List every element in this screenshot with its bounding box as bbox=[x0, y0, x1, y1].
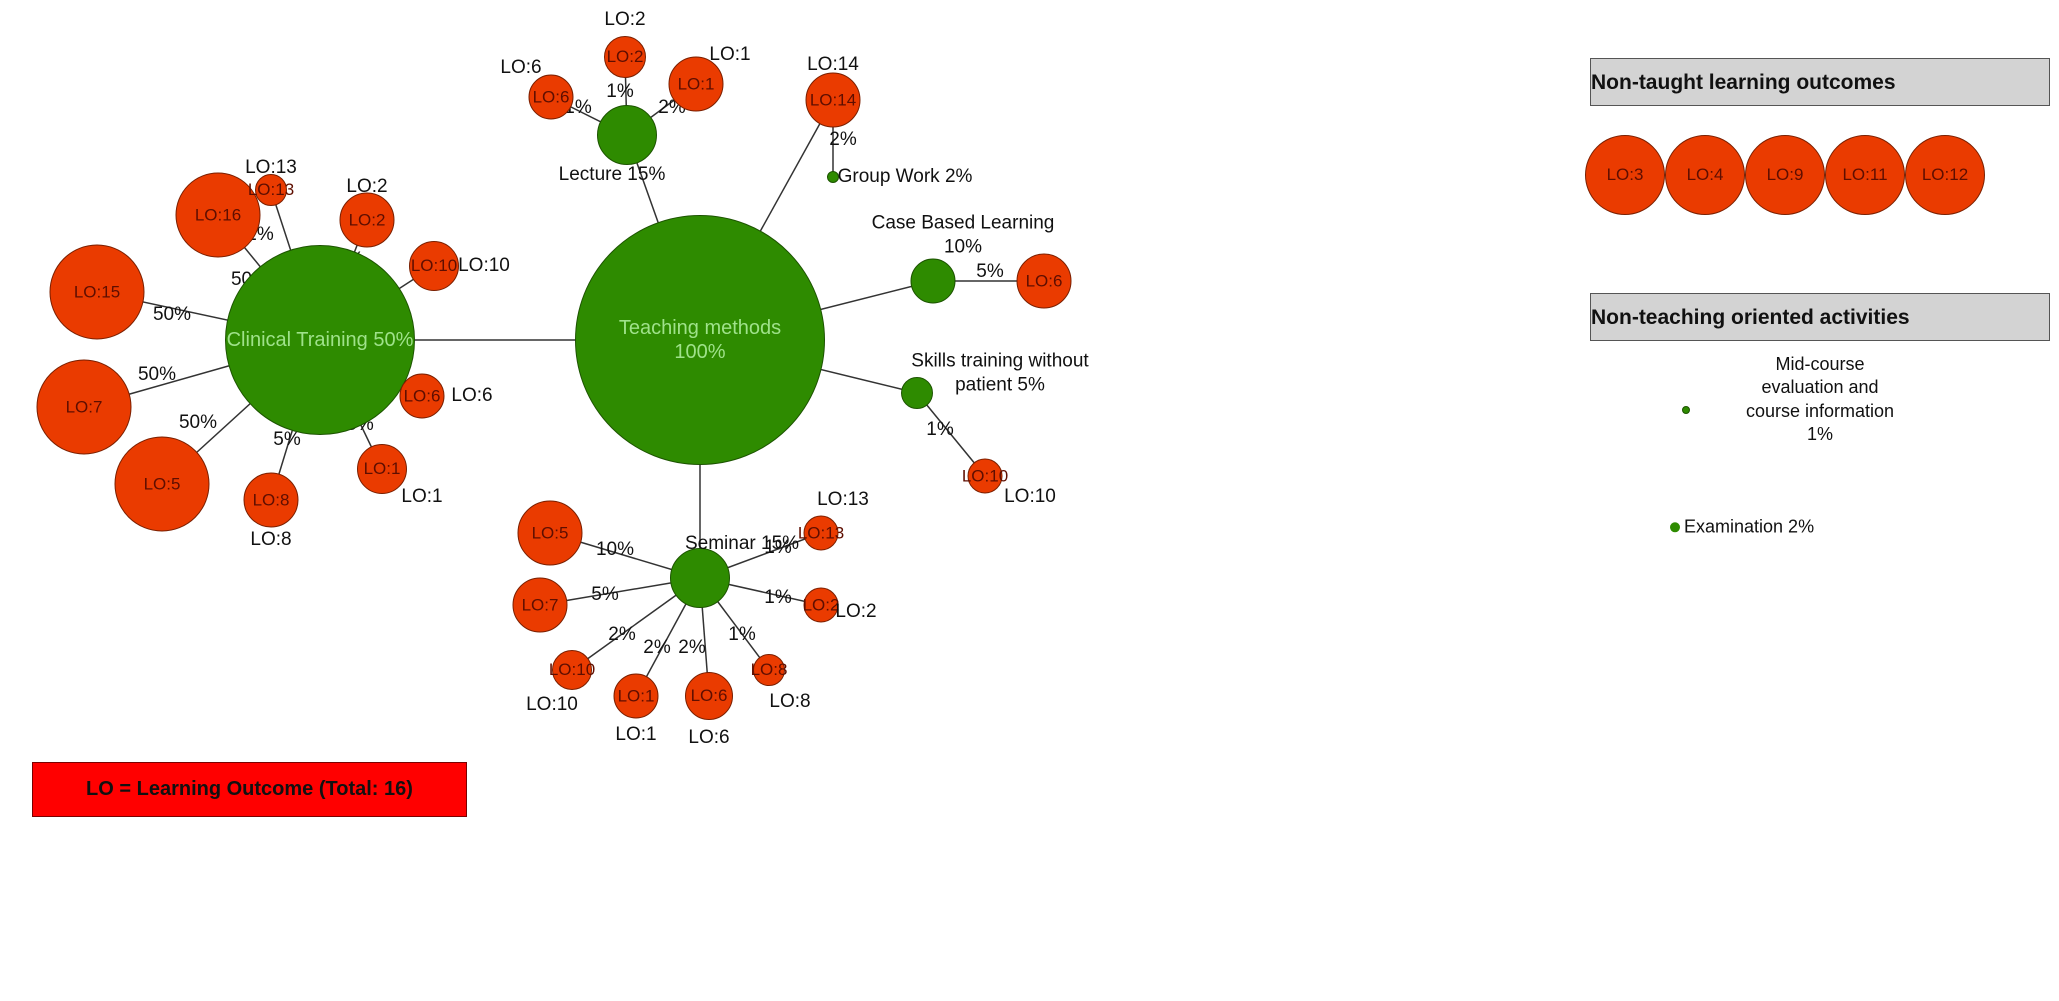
edge-label-lo5-sem: 10% bbox=[596, 539, 634, 561]
lo-node-2-seminar[interactable]: LO:2 bbox=[804, 588, 839, 623]
lo-node-10-seminar[interactable]: LO:10 bbox=[552, 650, 592, 690]
edge-label-lo2-sem: 1% bbox=[764, 587, 791, 609]
edge-label-lo14: 2% bbox=[829, 129, 856, 151]
lo-node-4-nontaught[interactable]: LO:4 bbox=[1665, 135, 1745, 215]
lo-node-1-seminar[interactable]: LO:1 bbox=[614, 674, 659, 719]
edge-label-lo10-skills: 1% bbox=[926, 419, 953, 441]
node-lecture[interactable] bbox=[597, 105, 657, 165]
edge-label-lo6-cbl: 5% bbox=[976, 261, 1003, 283]
lo-node-6-seminar[interactable]: LO:6 bbox=[685, 672, 733, 720]
examination-dot[interactable] bbox=[1670, 523, 1680, 533]
legend-text: LO = Learning Outcome (Total: 16) bbox=[86, 778, 413, 801]
lo-label-8-clinical: LO:8 bbox=[250, 529, 291, 551]
lo-label-6-lecture: LO:6 bbox=[500, 57, 541, 79]
node-cbl[interactable] bbox=[911, 259, 956, 304]
edge-label-lo7-sem: 5% bbox=[591, 584, 618, 606]
lo-node-6-clinical[interactable]: LO:6 bbox=[400, 374, 445, 419]
node-skills-training[interactable] bbox=[901, 377, 933, 409]
panel-non-taught-title: Non-taught learning outcomes bbox=[1591, 71, 1896, 94]
clinical-training-label: Clinical Training 50% bbox=[227, 328, 414, 352]
edge-label-lo2-lec: 1% bbox=[606, 81, 633, 103]
lo-label-10-skills: LO:10 bbox=[1004, 486, 1056, 508]
lo-node-1-lecture[interactable]: LO:1 bbox=[669, 57, 724, 112]
lo-node-2-clinical[interactable]: LO:2 bbox=[340, 193, 395, 248]
lo-label-6-clinical: LO:6 bbox=[451, 385, 492, 407]
lo-node-9-nontaught[interactable]: LO:9 bbox=[1745, 135, 1825, 215]
node-group-work[interactable] bbox=[827, 171, 839, 183]
midcourse-eval-label: Mid-course evaluation and course informa… bbox=[1690, 353, 1950, 447]
lo-label-2-lecture: LO:2 bbox=[604, 9, 645, 31]
node-midcourse-dot[interactable] bbox=[1682, 406, 1690, 414]
lo-node-6-lecture[interactable]: LO:6 bbox=[529, 75, 574, 120]
lo-label-10-seminar: LO:10 bbox=[526, 694, 578, 716]
panel-non-teaching-title: Non-teaching oriented activities bbox=[1591, 306, 1910, 329]
panel-non-teaching-box: Non-teaching oriented activities bbox=[1590, 293, 2050, 341]
examination-label: Examination 2% bbox=[1670, 515, 1970, 538]
legend-box: LO = Learning Outcome (Total: 16) bbox=[32, 762, 467, 817]
lo-label-10-clinical: LO:10 bbox=[458, 255, 510, 277]
edge-label-lo15: 50% bbox=[153, 304, 191, 326]
lo-node-5-seminar[interactable]: LO:5 bbox=[518, 501, 583, 566]
panel-non-taught-box: Non-taught learning outcomes bbox=[1590, 58, 2050, 106]
lo-node-12-nontaught[interactable]: LO:12 bbox=[1905, 135, 1985, 215]
lo-label-8-seminar: LO:8 bbox=[769, 691, 810, 713]
lo-node-5-clinical[interactable]: LO:5 bbox=[115, 437, 210, 532]
lo-label-1-clinical: LO:1 bbox=[401, 486, 442, 508]
edge-label-lo10-sem: 2% bbox=[608, 624, 635, 646]
lo-label-1-seminar: LO:1 bbox=[615, 724, 656, 746]
lo-node-7-clinical[interactable]: LO:7 bbox=[37, 360, 132, 455]
lo-node-10-skills[interactable]: LO:10 bbox=[968, 459, 1003, 494]
lo-node-13-seminar[interactable]: LO:13 bbox=[804, 516, 839, 551]
group-work-label: Group Work 2% bbox=[838, 166, 973, 188]
edge-label-lo8-sem: 1% bbox=[728, 624, 755, 646]
lo-node-8-seminar[interactable]: LO:8 bbox=[753, 654, 785, 686]
lo-node-7-seminar[interactable]: LO:7 bbox=[513, 578, 568, 633]
node-clinical-training[interactable]: Clinical Training 50% bbox=[225, 245, 415, 435]
cbl-label: Case Based Learning 10% bbox=[868, 211, 1058, 259]
lo-node-1-clinical[interactable]: LO:1 bbox=[357, 444, 407, 494]
lo-node-13-top[interactable]: LO:13 bbox=[255, 174, 287, 206]
lo-node-14-groupwork[interactable]: LO:14 bbox=[806, 73, 861, 128]
node-seminar[interactable] bbox=[670, 548, 730, 608]
lo-node-2-lecture[interactable]: LO:2 bbox=[604, 36, 646, 78]
teaching-methods-label1: Teaching methods bbox=[619, 316, 781, 340]
lo-node-15-clinical[interactable]: LO:15 bbox=[50, 245, 145, 340]
lo-node-8-clinical[interactable]: LO:8 bbox=[244, 473, 299, 528]
edge-label-lo13-sem: 1% bbox=[764, 537, 791, 559]
lo-label-1-lecture: LO:1 bbox=[709, 44, 750, 66]
lo-node-11-nontaught[interactable]: LO:11 bbox=[1825, 135, 1905, 215]
edge-label-lo7: 50% bbox=[138, 364, 176, 386]
edge-label-lo5: 50% bbox=[179, 412, 217, 434]
teaching-methods-label2: 100% bbox=[619, 340, 781, 364]
lo-label-13-seminar: LO:13 bbox=[817, 489, 869, 511]
lecture-label: Lecture 15% bbox=[559, 164, 666, 186]
edge-label-lo1-sem: 2% bbox=[643, 637, 670, 659]
lo-node-6-cbl[interactable]: LO:6 bbox=[1017, 254, 1072, 309]
lo-node-3-nontaught[interactable]: LO:3 bbox=[1585, 135, 1665, 215]
lo-label-2-seminar: LO:2 bbox=[835, 601, 876, 623]
node-teaching-methods[interactable]: Teaching methods 100% bbox=[575, 215, 825, 465]
lo-label-6-seminar: LO:6 bbox=[688, 727, 729, 749]
lo-node-10-clinical[interactable]: LO:10 bbox=[409, 241, 459, 291]
edge-label-lo6-sem: 2% bbox=[678, 637, 705, 659]
